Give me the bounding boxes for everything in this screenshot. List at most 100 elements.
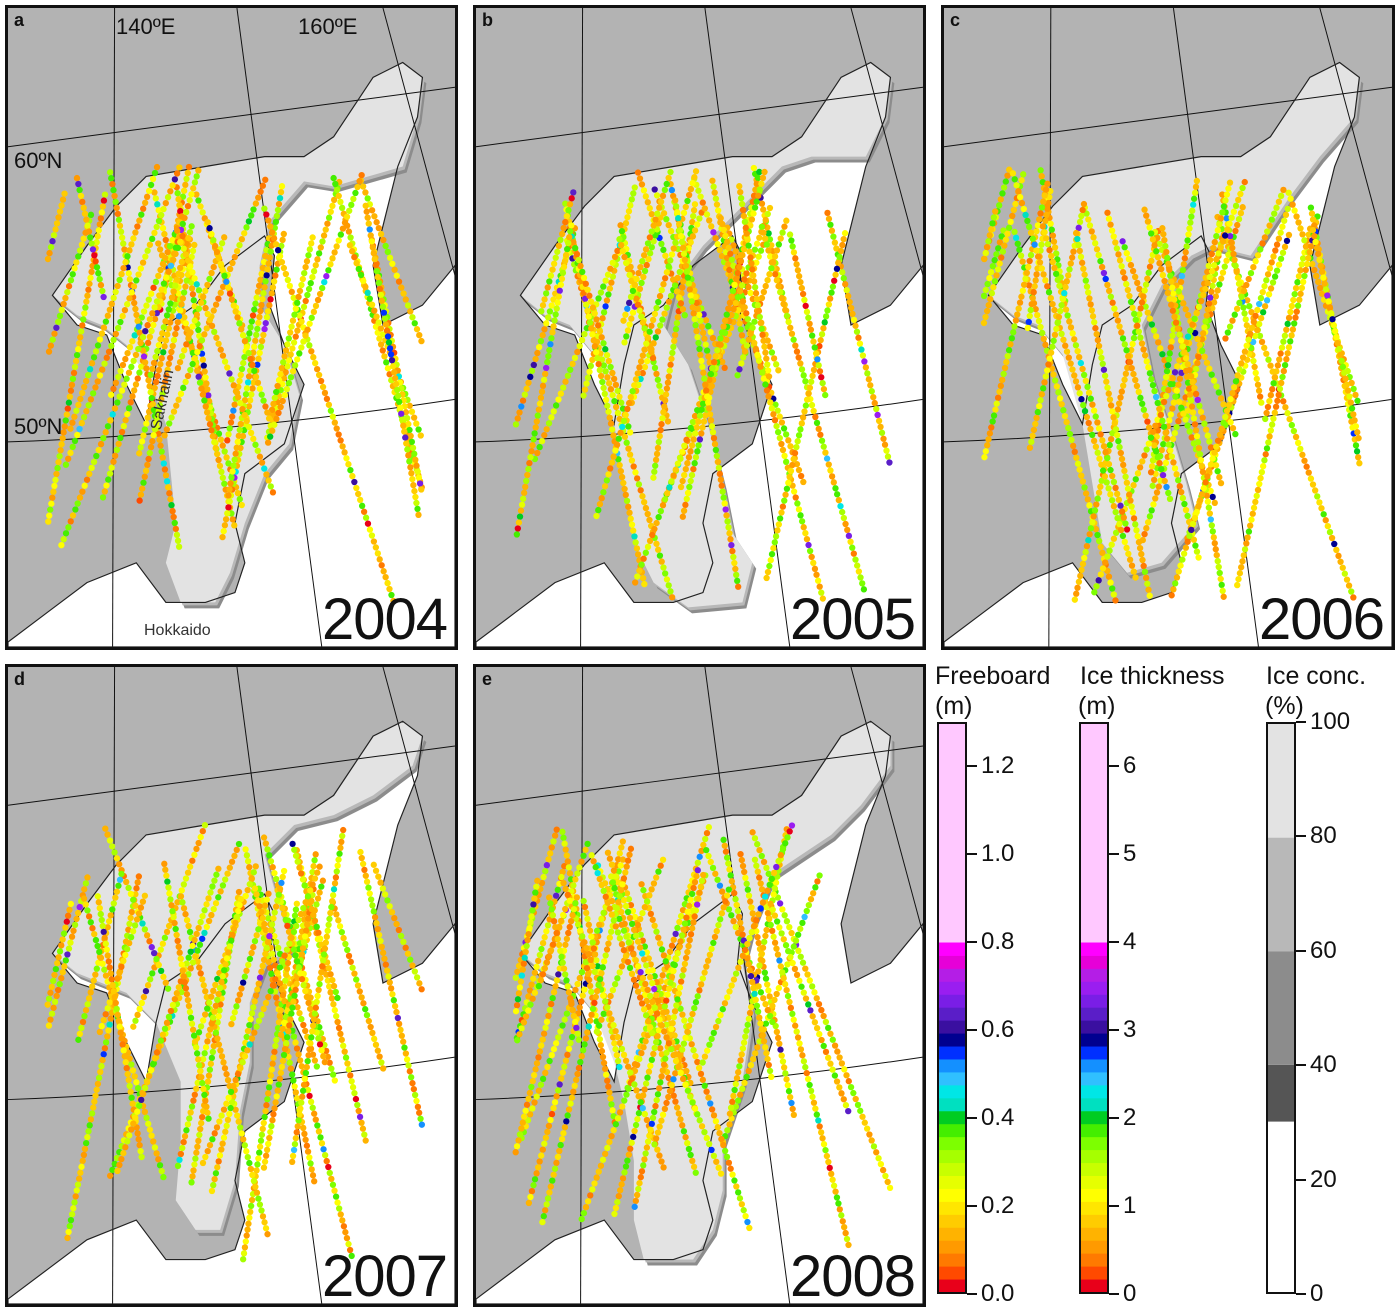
ice-thickness-dot xyxy=(788,237,795,244)
ice-thickness-dot xyxy=(191,1161,198,1168)
ice-thickness-dot xyxy=(1169,332,1176,339)
ice-thickness-dot xyxy=(633,295,640,302)
ice-thickness-dot xyxy=(333,911,340,918)
ice-thickness-dot xyxy=(144,982,152,989)
ice-thickness-dot xyxy=(1317,262,1324,269)
ice-thickness-dot xyxy=(740,212,748,220)
ice-thickness-dot xyxy=(232,450,239,457)
ice-thickness-dot xyxy=(548,302,555,309)
ice-thickness-dot xyxy=(868,388,875,395)
ice-thickness-dot xyxy=(266,852,273,859)
ice-thickness-dot xyxy=(589,331,596,338)
ice-thickness-dot xyxy=(728,541,735,549)
map-canvas xyxy=(8,667,455,1304)
ice-thickness-dot xyxy=(1083,283,1091,290)
ice-thickness-dot xyxy=(166,242,174,250)
ice-thickness-dot xyxy=(106,306,113,313)
ice-thickness-dot xyxy=(584,374,592,381)
ice-thickness-dot xyxy=(1199,468,1207,476)
ice-thickness-dot xyxy=(153,163,161,171)
ice-thickness-dot xyxy=(523,477,530,485)
ice-thickness-dot xyxy=(773,247,781,254)
ice-thickness-dot xyxy=(136,329,143,336)
ice-thickness-dot xyxy=(1077,253,1085,261)
ice-thickness-dot xyxy=(1258,338,1266,346)
ice-thickness-dot xyxy=(1085,419,1092,427)
ice-thickness-dot xyxy=(688,442,696,449)
ice-thickness-dot xyxy=(65,455,72,462)
ice-thickness-dot xyxy=(122,416,129,424)
ice-thickness-dot xyxy=(1152,448,1160,455)
ice-thickness-dot xyxy=(247,324,254,331)
ice-thickness-dot xyxy=(1299,231,1306,238)
ice-thickness-dot xyxy=(602,346,609,353)
ice-thickness-dot xyxy=(1230,384,1238,391)
ice-thickness-dot xyxy=(802,402,810,409)
ice-thickness-dot xyxy=(727,250,734,257)
ice-thickness-dot xyxy=(303,1142,311,1149)
ice-thickness-dot xyxy=(753,240,761,247)
ice-thickness-dot xyxy=(1258,399,1265,406)
ice-thickness-dot xyxy=(623,439,630,446)
ice-thickness-dot xyxy=(54,464,61,472)
ice-thickness-dot xyxy=(87,274,94,282)
ice-thickness-dot xyxy=(230,462,237,469)
ice-thickness-dot xyxy=(226,290,234,297)
ice-thickness-dot xyxy=(237,371,244,379)
ice-thickness-dot xyxy=(152,353,159,361)
ice-thickness-dot xyxy=(515,519,523,526)
ice-thickness-dot xyxy=(204,386,211,393)
ice-thickness-dot xyxy=(1063,418,1070,426)
ice-thickness-dot xyxy=(224,437,231,444)
ice-thickness-dot xyxy=(604,271,612,278)
ice-thickness-dot xyxy=(202,304,209,312)
ice-thickness-dot xyxy=(660,210,668,217)
ice-thickness-dot xyxy=(1154,254,1162,261)
ice-thickness-dot xyxy=(1114,406,1122,413)
ice-thickness-dot xyxy=(151,304,158,311)
ice-thickness-dot xyxy=(617,222,624,229)
ice-thickness-dot xyxy=(95,270,102,277)
ice-thickness-dot xyxy=(627,293,635,301)
ice-thickness-dot xyxy=(1076,466,1083,473)
ice-thickness-dot xyxy=(1219,269,1227,276)
ice-thickness-dot xyxy=(346,207,353,214)
ice-thickness-dot xyxy=(313,365,321,373)
ice-thickness-dot xyxy=(259,1213,267,1220)
ice-thickness-dot xyxy=(155,240,162,247)
ice-thickness-dot xyxy=(994,266,1002,273)
ice-thickness-dot xyxy=(694,448,701,455)
ice-thickness-dot xyxy=(58,441,65,448)
ice-thickness-dot xyxy=(580,392,587,399)
ice-thickness-dot xyxy=(271,1048,278,1056)
ice-thickness-dot xyxy=(218,468,225,476)
ice-thickness-dot xyxy=(1188,213,1195,220)
ice-thickness-dot xyxy=(841,230,849,237)
ice-thickness-dot xyxy=(1067,360,1074,367)
ice-thickness-dot xyxy=(1101,473,1109,480)
ice-thickness-dot xyxy=(1143,525,1150,532)
ice-thickness-dot xyxy=(1058,401,1065,408)
ice-thickness-dot xyxy=(161,343,168,350)
ice-thickness-dot xyxy=(1218,581,1225,589)
ice-thickness-dot xyxy=(248,1196,256,1204)
ice-thickness-dot xyxy=(833,491,841,498)
ice-thickness-dot xyxy=(989,263,997,270)
ice-thickness-dot xyxy=(67,449,74,456)
ice-thickness-dot xyxy=(1283,326,1290,333)
ice-thickness-dot xyxy=(376,285,384,293)
ice-thickness-dot xyxy=(643,358,651,365)
panel-label: c xyxy=(950,10,961,30)
ice-thickness-dot xyxy=(1143,358,1150,365)
ice-thickness-dot xyxy=(663,576,671,583)
ice-thickness-dot xyxy=(124,349,131,357)
ice-thickness-dot xyxy=(658,286,665,294)
ice-thickness-dot xyxy=(512,421,520,428)
ice-thickness-dot xyxy=(1109,585,1116,592)
ice-thickness-dot xyxy=(357,271,365,279)
ice-thickness-dot xyxy=(175,396,182,403)
ice-thickness-dot xyxy=(818,589,825,596)
ice-thickness-dot xyxy=(152,278,160,285)
ice-thickness-dot xyxy=(690,465,697,473)
ice-thickness-dot xyxy=(835,259,842,267)
